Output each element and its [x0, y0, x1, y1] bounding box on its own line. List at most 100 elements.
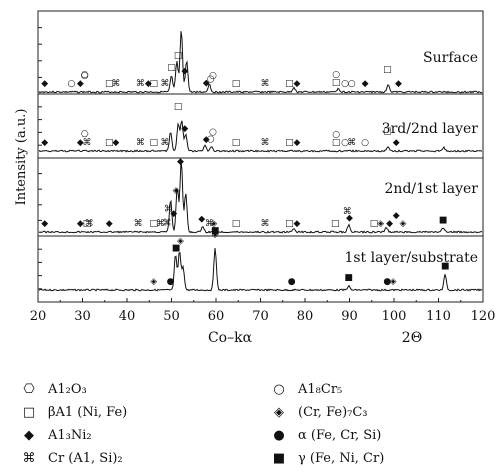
phase-marker: ◆	[294, 219, 301, 229]
phase-marker: ◆	[170, 209, 177, 219]
phase-marker: □	[331, 219, 340, 229]
phase-marker: □	[149, 79, 158, 89]
x-axis-label: Co–kα	[208, 330, 253, 346]
series-label: 1st layer/substrate	[344, 250, 478, 266]
legend-item-al2o3: ⎔ A1₂O₃	[18, 382, 86, 397]
x-tick-label: 100	[382, 309, 407, 324]
phase-marker: ⌘	[164, 204, 173, 214]
series-label: Surface	[423, 50, 478, 66]
phase-marker: □	[167, 63, 176, 73]
phase-marker: ◆	[41, 79, 48, 89]
legend-item-beta-al: □ βA1 (Ni, Fe)	[18, 405, 127, 420]
phase-marker: ◈	[172, 186, 179, 196]
phase-marker: ■	[441, 261, 450, 271]
legend-item-crfe-carbide: ◈ (Cr, Fe)₇C₃	[268, 405, 368, 420]
phase-marker: ○	[207, 135, 215, 145]
phase-marker: ⌘	[260, 219, 269, 229]
circle-icon: ○	[273, 382, 285, 397]
filled-square-icon: ■	[272, 451, 286, 466]
phase-marker: ◈	[212, 230, 219, 240]
phase-marker: ●	[288, 277, 296, 287]
x-tick-label: 40	[119, 309, 136, 324]
phase-marker: ○	[209, 71, 217, 81]
phase-marker: ○	[67, 79, 75, 89]
legend-label-al8cr5: A1₈Cr₅	[298, 382, 343, 397]
phase-marker: ○	[332, 70, 340, 80]
phase-marker: □	[383, 127, 392, 137]
x-tick-label: 60	[208, 309, 225, 324]
phase-marker: ⌘	[205, 219, 214, 229]
legend-label-alpha: α (Fe, Cr, Si)	[298, 428, 382, 443]
phase-marker: ⌘	[163, 218, 172, 228]
phase-marker: ⌘	[136, 138, 145, 148]
filled-circle-icon: ●	[273, 428, 285, 443]
phase-marker: ⌘	[82, 138, 91, 148]
phase-marker: ◆	[145, 79, 152, 89]
x-tick-label: 120	[471, 309, 496, 324]
phase-marker: ⌘	[85, 219, 94, 229]
phase-marker: ●	[167, 277, 175, 287]
phase-marker: ◈	[399, 219, 406, 229]
phase-marker: ⎔	[81, 71, 89, 81]
phase-marker: ◆	[294, 138, 301, 148]
phase-marker: ◈	[210, 219, 217, 229]
x-tick-label: 110	[426, 309, 451, 324]
phase-marker: ◆	[294, 79, 301, 89]
series-line	[38, 31, 483, 94]
phase-marker: ⌘	[160, 138, 169, 148]
phase-marker: □	[232, 219, 241, 229]
series-label: 3rd/2nd layer	[382, 121, 479, 137]
phase-marker: ◆	[393, 211, 400, 221]
phase-marker: ◆	[41, 219, 48, 229]
x-tick-label: 50	[163, 309, 180, 324]
phase-marker: □	[174, 51, 183, 61]
phase-marker: ■	[172, 243, 181, 253]
phase-marker: ⌘	[347, 138, 356, 148]
phase-marker: ◆	[181, 124, 188, 134]
legend-item-alpha: ● α (Fe, Cr, Si)	[268, 428, 381, 443]
x-tick-label: 30	[74, 309, 91, 324]
phase-marker: ◈	[150, 277, 157, 287]
series-line	[38, 247, 483, 292]
phase-marker: ○	[341, 79, 349, 89]
phase-marker: ◆	[395, 79, 402, 89]
phase-marker: ◆	[203, 135, 210, 145]
phase-marker: ○	[209, 128, 217, 138]
phase-marker: □	[83, 219, 92, 229]
phase-marker: ◆	[198, 215, 205, 225]
phase-marker: □	[105, 79, 114, 89]
legend-label-gamma: γ (Fe, Ni, Cr)	[298, 451, 385, 466]
al2o3-symbol-icon: ⎔	[23, 382, 35, 397]
x-tick-label: 70	[252, 309, 269, 324]
phase-marker: □	[149, 219, 158, 229]
phase-marker: □	[105, 138, 114, 148]
phase-marker: ■	[344, 273, 353, 283]
phase-marker: ◆	[77, 138, 84, 148]
phase-marker: □	[370, 219, 379, 229]
phase-marker: ○	[361, 138, 369, 148]
legend-item-cr-alsi: ⌘ Cr (A1, Si)₂	[18, 451, 123, 466]
phase-marker: ◆	[77, 79, 84, 89]
phase-marker: ◈	[390, 277, 397, 287]
phase-marker: ○	[81, 71, 89, 81]
phase-marker: ○	[348, 79, 356, 89]
phase-marker: □	[149, 138, 158, 148]
y-axis-label: Intensity (a.u.)	[14, 109, 29, 206]
series-line	[38, 120, 483, 153]
phase-marker: □	[332, 138, 341, 148]
x-tick-label: 20	[30, 309, 47, 324]
legend-item-al3ni2: ◆ A1₃Ni₂	[18, 428, 92, 443]
xrd-chart: 20 30 40 50 60 70 80 90 100 110 120 Co–kα 2Θ Intensit…	[14, 10, 496, 346]
phase-marker: ◈	[377, 219, 384, 229]
legend-label-crfe-carbide: (Cr, Fe)₇C₃	[298, 405, 368, 420]
phase-marker: ◆	[203, 79, 210, 89]
phase-marker: ⌘	[134, 219, 143, 229]
series-line	[38, 160, 483, 234]
phase-marker: ◈	[177, 236, 184, 246]
square-icon: □	[22, 405, 36, 420]
x-axis-unit-label: 2Θ	[402, 330, 422, 346]
x-tick-label: 90	[341, 309, 358, 324]
phase-marker: ◆	[106, 219, 113, 229]
phase-marker: ◆	[177, 157, 184, 167]
legend-label-al3ni2: A1₃Ni₂	[48, 428, 92, 443]
